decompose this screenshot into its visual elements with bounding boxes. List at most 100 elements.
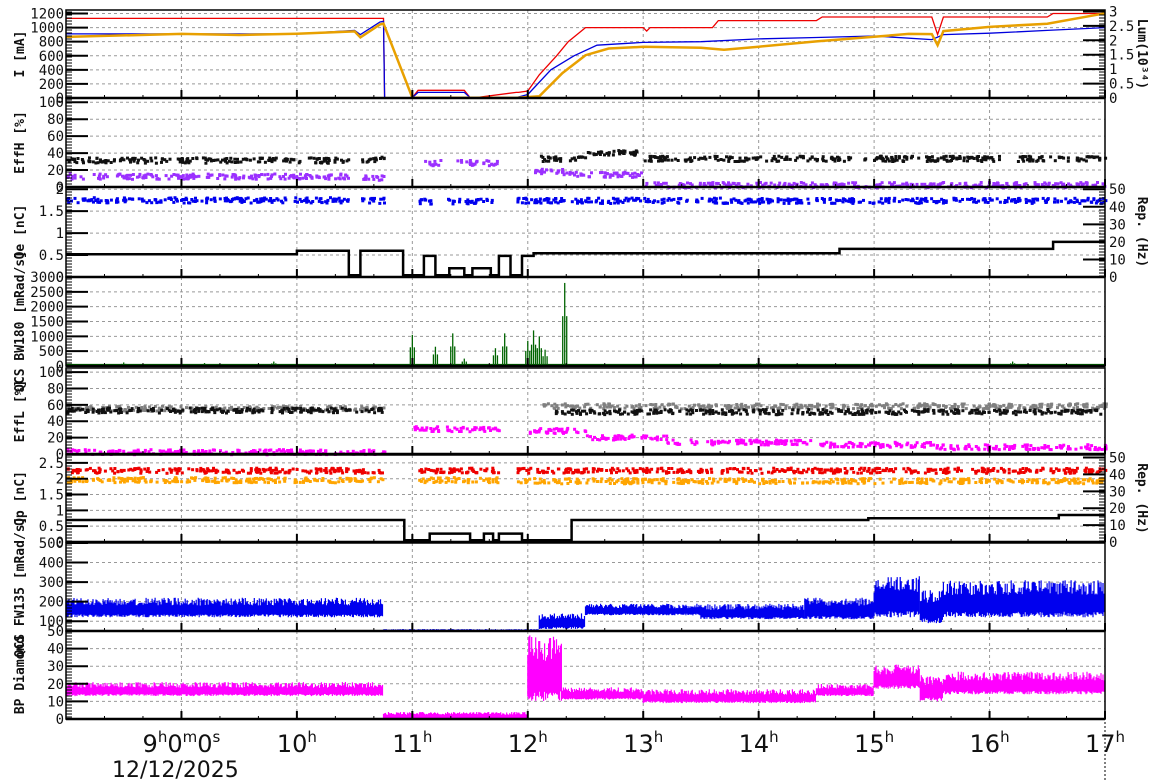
y-tick-label: 40	[47, 146, 64, 162]
y-tick-label: 50	[47, 624, 64, 640]
x-tick-label: 17h	[1085, 728, 1125, 758]
y-tick-label: 600	[39, 49, 64, 65]
y2-axis-title: Rep. (Hz)	[1134, 197, 1149, 267]
y-tick-label: 200	[39, 595, 64, 611]
y-tick-label: 1.5	[39, 488, 64, 504]
y2-tick-label: 0	[1109, 535, 1117, 551]
y-tick-label: 1	[56, 226, 64, 242]
series-q-p-orange	[66, 476, 1105, 486]
y-axis-title: I [mA]	[13, 31, 28, 78]
y2-tick-label: 0	[1109, 270, 1117, 286]
y-tick-label: 40	[47, 642, 64, 658]
y2-tick-label: 10	[1109, 518, 1126, 534]
y2-tick-label: 1.5	[1109, 48, 1134, 64]
y-tick-label: 0	[56, 180, 64, 196]
y-tick-label: 0	[56, 359, 64, 375]
series-q-e-charge-blue-	[66, 196, 1108, 206]
y-tick-label: 0	[56, 91, 64, 107]
series-i-electron-ler-blue-	[66, 20, 1106, 99]
y2-tick-label: 0.5	[1109, 77, 1134, 93]
series-bp-diamond	[65, 635, 1105, 719]
x-tick-label: 13h	[623, 728, 663, 758]
y-tick-label: 80	[47, 112, 64, 128]
y2-tick-label: 30	[1109, 484, 1126, 500]
x-tick-label: 16h	[970, 728, 1010, 758]
y-tick-label: 0	[56, 712, 64, 728]
y-tick-label: 0.5	[39, 519, 64, 535]
y-axis-title: Qp [nC]	[13, 471, 28, 526]
series-qcs-bw180-dose-rate	[66, 282, 1105, 367]
y-tick-label: 500	[39, 536, 64, 552]
y-tick-label: 0.5	[39, 248, 64, 264]
y-tick-label: 2	[56, 182, 64, 198]
x-tick-label: 15h	[854, 728, 894, 758]
y-tick-label: 1200	[30, 7, 64, 23]
y-tick-label: 3000	[30, 270, 64, 286]
series-eff-h-black	[66, 149, 1108, 165]
y-tick-label: 1	[56, 503, 64, 519]
y-tick-label: 0	[56, 270, 64, 286]
y-tick-label: 10	[47, 694, 64, 710]
y-tick-label: 0	[56, 447, 64, 463]
y2-tick-label: 3	[1109, 4, 1117, 20]
y-tick-label: 500	[39, 344, 64, 360]
series-luminosity-orange-	[65, 12, 1106, 100]
series-q-p-red	[66, 466, 1108, 475]
y2-tick-label: 2.5	[1109, 19, 1134, 35]
y2-tick-label: 1	[1109, 62, 1117, 78]
y-tick-label: 20	[47, 431, 64, 447]
x-tick-label: 10h	[277, 728, 317, 758]
series-eff-h-purple	[66, 159, 1107, 190]
series-i-positron-her-red-	[66, 12, 1105, 99]
y-tick-label: 1.5	[39, 204, 64, 220]
y-tick-label: 2000	[30, 300, 64, 316]
y2-tick-label: 30	[1109, 217, 1126, 233]
plot-series	[65, 12, 1108, 719]
y-tick-label: 30	[47, 659, 64, 675]
y2-tick-label: 40	[1109, 467, 1126, 483]
y-tick-label: 100	[39, 95, 64, 111]
y2-tick-label: 50	[1109, 182, 1126, 198]
y-tick-label: 200	[39, 77, 64, 93]
x-tick-label: 11h	[392, 728, 432, 758]
y2-tick-label: 50	[1109, 451, 1126, 467]
x-tick-label: 9h0m0s	[143, 728, 221, 758]
y-tick-label: 100	[39, 614, 64, 630]
y-tick-label: 400	[39, 556, 64, 572]
y-tick-label: 0	[56, 535, 64, 551]
y-axis-title: BP Diamond	[13, 636, 28, 714]
y-tick-label: 60	[47, 398, 64, 414]
y-tick-label: 2	[56, 472, 64, 488]
y-axis-title: EffH [%]	[13, 111, 28, 174]
y-tick-label: 1000	[30, 329, 64, 345]
y2-tick-label: 10	[1109, 252, 1126, 268]
y-tick-label: 60	[47, 129, 64, 145]
y-tick-label: 40	[47, 414, 64, 430]
x-tick-label: 12h	[508, 728, 548, 758]
y-tick-label: 400	[39, 63, 64, 79]
y-tick-label: 800	[39, 35, 64, 51]
y2-tick-label: 0	[1109, 91, 1117, 107]
y2-tick-label: 2	[1109, 33, 1117, 49]
y-tick-label: 1000	[30, 21, 64, 37]
y-tick-label: 20	[47, 677, 64, 693]
series-rep-rate-black-	[66, 240, 1105, 277]
y-tick-label: 300	[39, 575, 64, 591]
y-tick-label: 2.5	[39, 456, 64, 472]
y-tick-label: 1500	[30, 315, 64, 331]
y-tick-label: 100	[39, 365, 64, 381]
y-tick-label: 80	[47, 381, 64, 397]
series-qcs-fw135-dose-rate	[65, 576, 1105, 631]
y2-axis-title: Lum(10³⁴)	[1134, 19, 1149, 89]
y2-axis-title: Rep. (Hz)	[1134, 463, 1149, 533]
axes	[65, 9, 1106, 782]
date-label: 12/12/2025	[112, 758, 239, 782]
y-axis-title: EffL [%]	[13, 380, 28, 443]
y-tick-label: 2500	[30, 285, 64, 301]
y2-tick-label: 20	[1109, 235, 1126, 251]
y-axis-title: QCS FW135 [mRad/s]	[13, 517, 28, 658]
y-axis-title: QCS BW180 [mRad/s]	[13, 251, 28, 392]
series-rep-rate-black-	[66, 513, 1105, 542]
